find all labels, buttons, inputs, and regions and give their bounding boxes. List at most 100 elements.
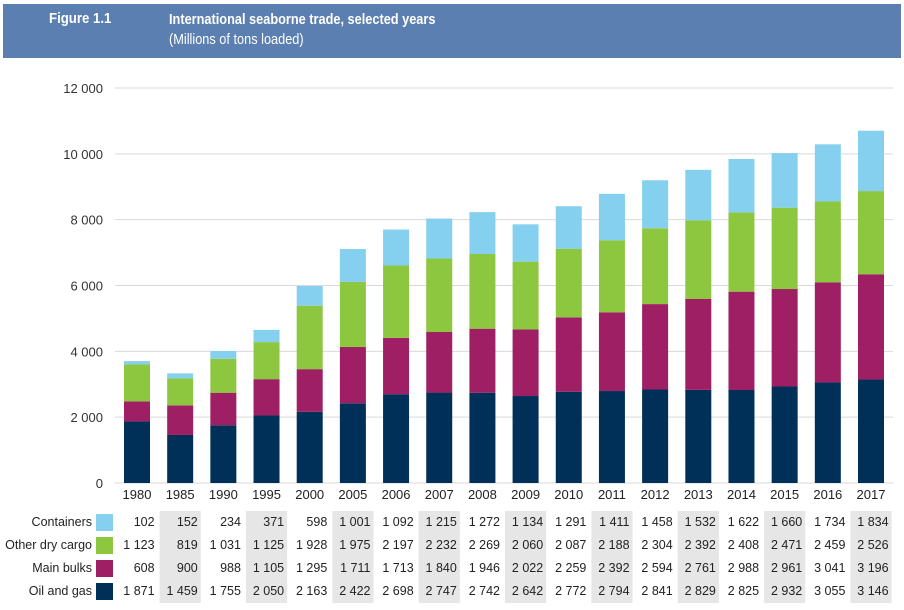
bar-other-dry-cargo	[253, 342, 280, 380]
table-cell: 2 988	[728, 561, 759, 575]
table-cell: 598	[306, 515, 327, 529]
gridlines	[115, 87, 893, 484]
table-cell: 2 698	[382, 584, 413, 598]
table-cell: 2 471	[771, 538, 802, 552]
bar-oil-and-gas	[642, 389, 669, 483]
bar-containers	[598, 193, 625, 241]
table-cell: 2 259	[555, 561, 586, 575]
bar-main-bulks	[426, 332, 453, 393]
data-table: Containers 102 152 234 371 598 1 001 1 092 1 215…	[5, 514, 889, 600]
table-shade-column	[418, 511, 460, 603]
bar-main-bulks	[253, 379, 280, 416]
bar-containers	[296, 286, 323, 306]
legend-swatch-containers	[96, 514, 113, 531]
table-cell: 2 408	[728, 538, 759, 552]
table-cell: 1 215	[426, 515, 457, 529]
bar-containers	[124, 361, 150, 365]
bar-containers	[728, 159, 755, 213]
table-cell: 152	[177, 515, 198, 529]
y-tick-label: 0	[96, 476, 103, 491]
table-cell: 2 642	[512, 584, 543, 598]
table-cell: 1 871	[123, 584, 154, 598]
bar-main-bulks	[858, 274, 884, 380]
bar-other-dry-cargo	[642, 228, 669, 305]
table-cell: 2 761	[685, 561, 716, 575]
bar-oil-and-gas	[685, 389, 712, 483]
table-cell: 2 825	[728, 584, 759, 598]
bar-oil-and-gas	[814, 382, 841, 483]
x-tick-label: 2000	[295, 487, 324, 502]
bar-containers	[469, 212, 496, 254]
bar-other-dry-cargo	[858, 191, 884, 275]
bar-containers	[339, 248, 366, 282]
table-cell: 2 742	[469, 584, 500, 598]
bar-main-bulks	[124, 401, 150, 422]
bar-containers	[858, 130, 884, 192]
table-shade-column	[159, 511, 201, 603]
table-cell: 988	[220, 561, 241, 575]
table-shade-column	[245, 511, 288, 603]
table-shade-column	[332, 511, 374, 603]
bar-oil-and-gas	[426, 392, 453, 483]
bar-other-dry-cargo	[210, 358, 237, 393]
legend-label-oil-and-gas: Oil and gas	[29, 584, 92, 598]
x-tick-label: 1995	[252, 487, 281, 502]
bar-other-dry-cargo	[512, 261, 539, 330]
x-tick-label: 2016	[813, 487, 842, 502]
bar-main-bulks	[771, 289, 798, 387]
table-cell: 1 272	[469, 515, 500, 529]
x-tick-label: 2011	[598, 487, 626, 502]
chart-subtitle: (Millions of tons loaded)	[169, 31, 304, 48]
table-cell: 1 459	[166, 584, 197, 598]
table-cell: 3 055	[814, 584, 845, 598]
table-shade-column	[764, 511, 806, 603]
x-tick-label: 1985	[166, 487, 195, 502]
table-cell: 2 022	[512, 561, 543, 575]
y-tick-label: 6 000	[70, 279, 103, 294]
x-tick-label: 2017	[857, 487, 886, 502]
x-tick-label: 2014	[727, 487, 756, 502]
bar-containers	[642, 180, 669, 229]
figure-label: Figure 1.1	[49, 10, 112, 27]
y-tick-label: 12 000	[63, 81, 103, 96]
table-cell: 819	[177, 538, 198, 552]
table-cell: 1 946	[469, 561, 500, 575]
table-cell: 2 087	[555, 538, 586, 552]
table-cell: 2 772	[555, 584, 586, 598]
table-cell: 3 041	[814, 561, 845, 575]
y-axis: 0 2 000 4 000 6 000 8 000 10 000 12 000	[63, 81, 103, 491]
bar-oil-and-gas	[469, 392, 496, 483]
table-cell: 608	[134, 561, 155, 575]
figure-header: Figure 1.1 International seaborne trade,…	[3, 4, 901, 58]
table-cell: 2 841	[641, 584, 672, 598]
table-cell: 2 197	[382, 538, 413, 552]
table-cell: 1 458	[641, 515, 672, 529]
table-cell: 1 734	[814, 515, 845, 529]
bar-other-dry-cargo	[426, 258, 453, 333]
bar-oil-and-gas	[167, 434, 194, 483]
bar-main-bulks	[814, 282, 841, 383]
table-cell: 1 928	[296, 538, 327, 552]
table-cell: 2 163	[296, 584, 327, 598]
table-cell: 2 392	[598, 561, 629, 575]
x-tick-label: 2009	[511, 487, 540, 502]
table-cell: 1 001	[339, 515, 370, 529]
bar-containers	[685, 169, 712, 221]
x-tick-label: 2012	[641, 487, 670, 502]
table-cell: 1 755	[210, 584, 241, 598]
table-cell: 2 794	[598, 584, 629, 598]
table-cell: 900	[177, 561, 198, 575]
bar-other-dry-cargo	[598, 240, 625, 313]
table-shade-column	[505, 511, 547, 603]
table-cell: 1 105	[253, 561, 284, 575]
table-cell: 2 232	[426, 538, 457, 552]
table-cell: 2 932	[771, 584, 802, 598]
table-cell: 2 392	[685, 538, 716, 552]
table-cell: 2 526	[857, 538, 888, 552]
bar-other-dry-cargo	[296, 305, 323, 370]
table-cell: 2 188	[598, 538, 629, 552]
table-cell: 1 123	[123, 538, 154, 552]
bar-containers	[555, 206, 582, 249]
bar-oil-and-gas	[210, 425, 237, 483]
